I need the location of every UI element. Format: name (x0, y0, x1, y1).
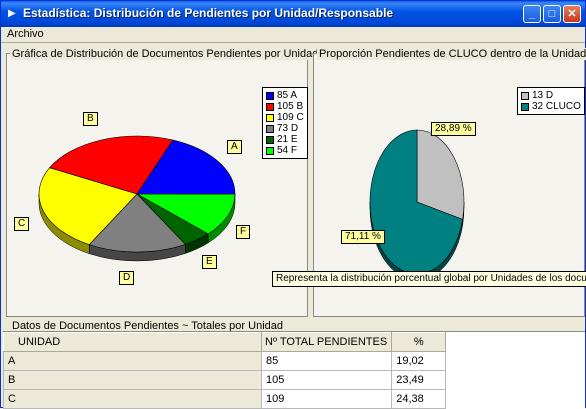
right-chart-title: Proporción Pendientes de CLUCO dentro de… (317, 48, 586, 60)
legend-swatch-cluco (521, 102, 529, 111)
app-icon[interactable]: ▶ (8, 8, 16, 19)
legend-label-f: 54 F (277, 145, 298, 156)
legend-label-d-part: 13 D (532, 90, 554, 101)
pie-slice-cluco[interactable] (369, 129, 463, 275)
legend-item-f: 54 F (266, 145, 304, 156)
legend-item-b: 105 B (266, 101, 304, 112)
left-chart-panel: 85 A 105 B 109 C 73 D 21 E 54 F A B C D … (6, 53, 308, 317)
legend-swatch-d-part (521, 91, 529, 100)
table-row[interactable]: A 85 19,02 (3, 351, 447, 371)
slice-label-b: B (83, 112, 98, 126)
cell-total[interactable]: 85 (260, 351, 393, 371)
left-pie-chart (38, 135, 236, 262)
pie-slice-d[interactable] (88, 193, 186, 253)
left-chart-title: Gráfica de Distribución de Documentos Pe… (10, 48, 321, 60)
pie-slice-d-part[interactable] (416, 129, 465, 220)
title-bar[interactable]: ▶ Estadística: Distribución de Pendiente… (1, 1, 585, 27)
legend-swatch-b (266, 102, 274, 111)
data-grid: UNIDAD Nº TOTAL PENDIENTES % A 85 19,02 … (3, 331, 585, 409)
cell-unidad[interactable]: C (3, 389, 262, 409)
window-title: Estadística: Distribución de Pendientes … (23, 6, 394, 20)
table-row[interactable]: B 105 23,49 (3, 370, 447, 390)
slice-label-a: A (227, 140, 242, 154)
chart-tooltip: Representa la distribución porcentual gl… (272, 271, 586, 287)
legend-label-cluco: 32 CLUCO (532, 101, 581, 112)
right-pie-chart (369, 129, 465, 281)
pie-slice-b[interactable] (49, 135, 174, 195)
cell-percent[interactable]: 23,49 (391, 370, 447, 390)
slice-label-d-pct: 28,89 % (431, 122, 476, 136)
legend-item-d: 73 D (266, 123, 304, 134)
slice-label-e: E (202, 255, 217, 269)
menu-bar: Archivo (1, 27, 585, 43)
left-chart-legend: 85 A 105 B 109 C 73 D 21 E 54 F (262, 87, 308, 159)
legend-swatch-c (266, 113, 274, 122)
maximize-button[interactable]: □ (543, 5, 561, 23)
slice-label-c: C (14, 217, 30, 231)
pie-slice-a[interactable] (136, 139, 236, 195)
cell-total[interactable]: 105 (260, 370, 393, 390)
col-header-percent[interactable]: % (391, 332, 447, 352)
table-row[interactable]: C 109 24,38 (3, 389, 447, 409)
right-chart-legend: 13 D 32 CLUCO (517, 87, 585, 115)
legend-label-d: 73 D (277, 123, 299, 134)
legend-item-e: 21 E (266, 134, 304, 145)
cell-total[interactable]: 109 (260, 389, 393, 409)
grid-table: UNIDAD Nº TOTAL PENDIENTES % A 85 19,02 … (3, 332, 447, 409)
legend-item-c: 109 C (266, 112, 304, 123)
legend-item-d-part: 13 D (521, 90, 581, 101)
legend-label-b: 105 B (277, 101, 304, 112)
col-header-total[interactable]: Nº TOTAL PENDIENTES (260, 332, 393, 352)
minimize-button[interactable]: _ (523, 5, 541, 23)
legend-label-e: 21 E (277, 134, 298, 145)
legend-item-a: 85 A (266, 90, 304, 101)
legend-swatch-a (266, 91, 274, 100)
cell-percent[interactable]: 24,38 (391, 389, 447, 409)
legend-label-c: 109 C (277, 112, 304, 123)
legend-swatch-e (266, 135, 274, 144)
pie-slice-f[interactable] (135, 193, 236, 235)
legend-label-a: 85 A (277, 90, 298, 101)
grid-header-row: UNIDAD Nº TOTAL PENDIENTES % (3, 332, 447, 352)
menu-archivo[interactable]: Archivo (7, 28, 44, 40)
cell-unidad[interactable]: B (3, 370, 262, 390)
legend-swatch-d (266, 124, 274, 133)
legend-swatch-f (266, 146, 274, 155)
grid-title: Datos de Documentos Pendientes ~ Totales… (10, 320, 285, 332)
slice-label-f: F (236, 225, 251, 239)
close-button[interactable]: ✕ (563, 5, 581, 23)
slice-label-d: D (119, 271, 135, 285)
col-header-unidad[interactable]: UNIDAD (3, 332, 262, 352)
legend-item-cluco: 32 CLUCO (521, 101, 581, 112)
slice-label-cluco-pct: 71,11 % (341, 230, 385, 244)
cell-percent[interactable]: 19,02 (391, 351, 447, 371)
cell-unidad[interactable]: A (3, 351, 262, 371)
